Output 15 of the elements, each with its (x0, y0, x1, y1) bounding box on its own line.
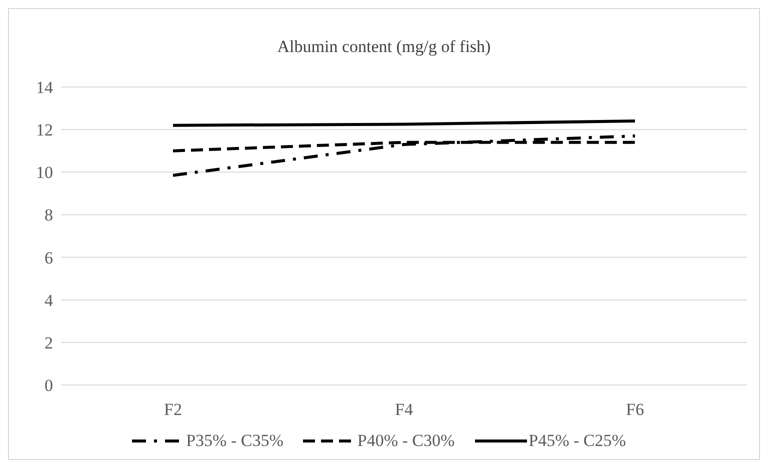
legend-label: P45% - C25% (528, 431, 626, 451)
y-tick-label: 8 (44, 206, 53, 225)
legend-label: P35% - C35% (186, 431, 284, 451)
x-tick-label: F6 (626, 400, 644, 420)
y-tick-label: 0 (44, 376, 53, 396)
y-tick-label: 4 (44, 290, 54, 310)
y-tick-label: 2 (44, 333, 53, 352)
y-tick-label: 6 (44, 248, 53, 268)
y-tick-label: 14 (36, 78, 54, 98)
legend-label: P40% - C30% (357, 431, 455, 451)
x-tick-label: F2 (164, 400, 182, 420)
chart-title: Albumin content (mg/g of fish) (276, 37, 492, 57)
y-tick-label: 10 (36, 163, 53, 182)
y-tick-label: 12 (36, 120, 53, 140)
x-tick-label: F4 (395, 400, 414, 420)
